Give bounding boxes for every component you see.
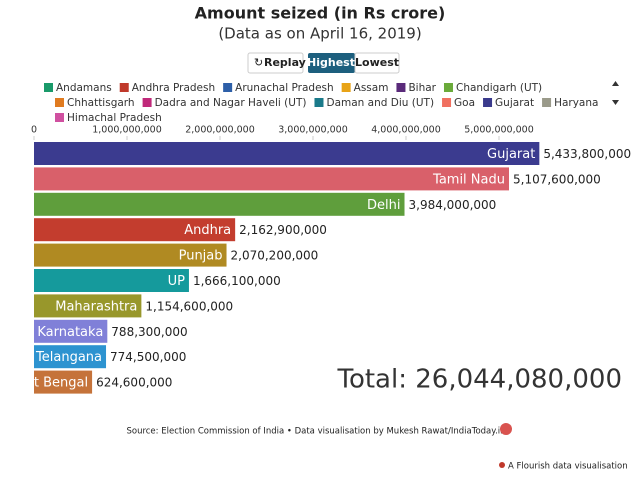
replay-icon: ↻ <box>254 56 263 69</box>
value-label: 624,600,000 <box>96 376 172 390</box>
legend-swatch <box>542 98 552 107</box>
bar <box>34 243 227 267</box>
bar-label: Punjab <box>179 249 223 264</box>
legend-swatch <box>442 98 452 107</box>
value-label: 3,984,000,000 <box>409 198 497 212</box>
legend-label: Assam <box>354 82 389 94</box>
legend-swatch <box>314 98 324 107</box>
bar <box>34 142 540 165</box>
value-label: 5,433,800,000 <box>543 147 631 161</box>
value-label: 774,500,000 <box>110 350 186 364</box>
legend-label: Andamans <box>56 82 112 94</box>
bar-label: West Bengal <box>7 376 88 391</box>
legend-swatch <box>55 98 64 107</box>
legend-label: Haryana <box>554 97 598 109</box>
value-label: 788,300,000 <box>111 325 187 339</box>
legend-swatch <box>223 83 233 92</box>
button[interactable]: Replay <box>264 56 306 69</box>
legend-label: Daman and Diu (UT) <box>326 97 434 109</box>
logo <box>500 423 512 435</box>
button[interactable]: Lowest <box>355 56 399 69</box>
bar <box>34 269 189 292</box>
button-bg[interactable] <box>247 52 304 74</box>
legend-label: Bihar <box>408 82 436 94</box>
bar-label: Telangana <box>35 350 102 365</box>
source: Source: Election Commission of India • D… <box>126 427 505 437</box>
legend-swatch <box>443 83 453 92</box>
credit[interactable]: A Flourish data visualisation <box>508 462 628 472</box>
total: Total: 26,044,080,000 <box>336 365 622 395</box>
x-tick-label: 4,000,000,000 <box>371 125 441 136</box>
legend-label: Chhattisgarh <box>67 97 135 109</box>
x-tick-label: 3,000,000,000 <box>278 125 348 136</box>
bar-label: Karnataka <box>37 325 103 340</box>
scroll-down[interactable] <box>612 100 619 105</box>
chart-subtitle: (Data as on April 16, 2019) <box>218 25 421 43</box>
bar <box>34 167 510 191</box>
flourish-icon <box>499 462 505 468</box>
legend-swatch <box>483 98 493 107</box>
value-label: 5,107,600,000 <box>513 172 601 186</box>
button[interactable]: Highest <box>307 56 355 69</box>
scroll-up[interactable] <box>612 81 619 86</box>
bar-label: Delhi <box>367 198 400 213</box>
bar-label: UP <box>168 274 186 289</box>
legend-label: Himachal Pradesh <box>67 112 162 124</box>
button-bg[interactable] <box>354 52 400 74</box>
legend-swatch <box>44 83 53 92</box>
legend-swatch <box>142 98 152 107</box>
legend-label: Dadra and Nagar Haveli (UT) <box>155 97 307 109</box>
value-label: 2,162,900,000 <box>239 223 327 237</box>
legend-swatch <box>55 113 64 122</box>
value-label: 2,070,200,000 <box>231 249 319 263</box>
bar <box>34 345 107 369</box>
chart-title: Amount seized (in Rs crore) <box>195 4 446 23</box>
bar <box>34 294 142 318</box>
legend-label: Andhra Pradesh <box>132 82 215 94</box>
legend-label: Arunachal Pradesh <box>235 82 334 94</box>
x-tick-label: 5,000,000,000 <box>464 125 534 136</box>
bar <box>34 370 93 394</box>
bar <box>34 218 236 242</box>
bar <box>34 319 108 343</box>
legend-label: Chandigarh (UT) <box>456 82 542 94</box>
value-label: 1,666,100,000 <box>193 274 281 288</box>
bar-label: Gujarat <box>487 147 535 162</box>
plot: Gujarat Tamil Nadu Delhi Andhra Punjab UP Maha… <box>7 142 540 394</box>
bar-label: Maharashtra <box>55 299 137 314</box>
x-tick-label: 2,000,000,000 <box>185 125 255 136</box>
x-tick-label: 1,000,000,000 <box>92 125 162 136</box>
legend-swatch <box>341 83 351 92</box>
legend-swatch <box>119 83 129 92</box>
value-label: 1,154,600,000 <box>145 299 233 313</box>
legend-label: Gujarat <box>495 97 534 109</box>
bar <box>34 192 405 216</box>
bar-label: Andhra <box>184 223 231 238</box>
legend-swatch <box>396 83 406 92</box>
button-bg[interactable] <box>308 53 355 73</box>
bar-label: Tamil Nadu <box>432 172 505 187</box>
x-tick-label: 0 <box>31 125 37 136</box>
legend-label: Goa <box>454 97 475 109</box>
